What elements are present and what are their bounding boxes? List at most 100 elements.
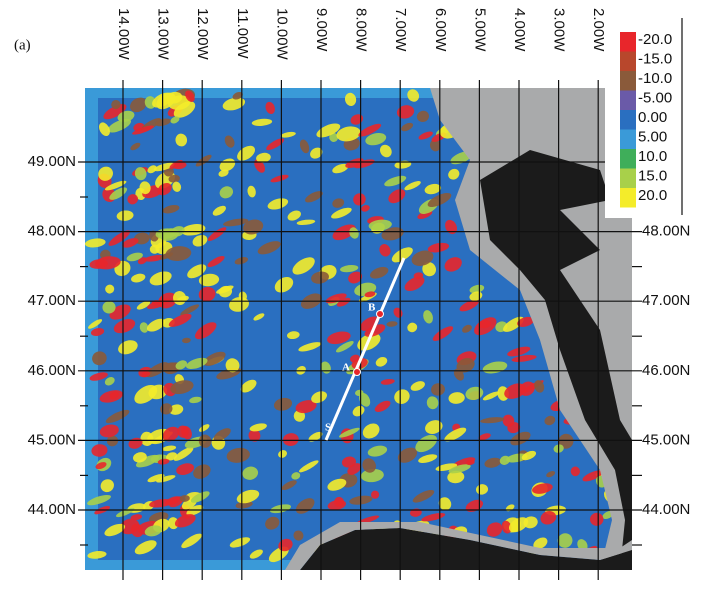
- pattern-blob: [413, 272, 424, 279]
- pattern-blob: [327, 478, 347, 491]
- pattern-blob: [104, 523, 126, 537]
- pattern-blob: [162, 426, 180, 442]
- lon-label: 3.00W: [551, 8, 568, 52]
- legend-swatch: [620, 32, 636, 52]
- legend-label: 10.0: [638, 148, 667, 165]
- pattern-blob: [329, 132, 339, 142]
- point-label: A: [342, 362, 350, 374]
- lon-label: 11.00W: [234, 8, 251, 59]
- pattern-blob: [465, 499, 484, 512]
- pattern-blob: [194, 322, 217, 340]
- pattern-blob: [416, 110, 429, 123]
- pattern-blob: [168, 404, 184, 415]
- lat-label: 45.00N: [28, 431, 76, 448]
- pattern-blob: [235, 501, 253, 509]
- pattern-blob: [187, 264, 207, 279]
- pattern-blob: [361, 205, 370, 212]
- pattern-blob: [287, 210, 301, 221]
- pattern-blob: [310, 147, 323, 159]
- pattern-blob: [570, 466, 580, 477]
- pattern-blob: [213, 428, 231, 441]
- pattern-blob: [265, 101, 275, 114]
- panel-label: (a): [14, 37, 31, 53]
- pattern-blob: [130, 142, 141, 151]
- pattern-blob: [165, 246, 192, 261]
- pattern-blob: [447, 470, 465, 484]
- pattern-blob: [422, 262, 436, 277]
- pattern-blob: [88, 319, 103, 329]
- pattern-blob: [404, 276, 425, 292]
- pattern-blob: [92, 351, 107, 366]
- pattern-blob: [117, 110, 135, 122]
- pattern-blob: [170, 380, 194, 395]
- lat-label: 47.00N: [642, 292, 690, 309]
- pattern-blob: [308, 431, 323, 442]
- pattern-blob: [511, 354, 537, 362]
- pattern-blob: [375, 357, 388, 367]
- pattern-blob: [546, 471, 556, 478]
- pattern-blob: [295, 400, 317, 414]
- pattern-blob: [113, 319, 136, 334]
- pattern-blob: [179, 495, 190, 502]
- pattern-blob: [168, 174, 180, 183]
- pattern-blob: [336, 297, 351, 307]
- pattern-blob: [242, 466, 259, 480]
- pattern-blob: [126, 252, 143, 262]
- lat-label: 48.00N: [642, 223, 690, 240]
- pattern-blob: [423, 310, 433, 324]
- pattern-blob: [240, 379, 257, 393]
- pattern-blob: [181, 533, 202, 549]
- transect: [324, 257, 406, 441]
- pattern-blob: [435, 463, 458, 472]
- pattern-blob: [418, 131, 433, 140]
- lat-label: 44.00N: [28, 501, 76, 518]
- pattern-blob: [207, 227, 227, 242]
- pattern-blob: [462, 324, 472, 333]
- pattern-blob: [147, 473, 165, 483]
- pattern-blob: [544, 415, 556, 426]
- pattern-blob: [298, 342, 322, 352]
- pattern-blob: [100, 479, 114, 493]
- pattern-blob: [173, 447, 194, 461]
- lat-label: 44.00N: [642, 501, 690, 518]
- pattern-blob: [358, 123, 382, 137]
- pattern-blob: [335, 341, 354, 353]
- pattern-blob: [466, 459, 475, 466]
- pattern-blob: [95, 462, 107, 470]
- pattern-blob: [98, 166, 113, 181]
- pattern-blob: [386, 321, 398, 327]
- pattern-blob: [160, 403, 173, 415]
- pattern-blob: [130, 97, 147, 113]
- pattern-blob: [362, 458, 376, 473]
- pattern-blob: [412, 489, 435, 503]
- pattern-blob: [291, 472, 301, 480]
- pattern-blob: [365, 133, 387, 146]
- lon-label: 9.00W: [313, 8, 330, 52]
- pattern-blob: [432, 326, 454, 341]
- pattern-blob: [146, 318, 166, 332]
- pattern-blob: [331, 207, 352, 219]
- pattern-blob: [336, 126, 361, 142]
- pattern-blob: [149, 271, 172, 286]
- pattern-blob: [267, 198, 289, 210]
- pattern-blob: [153, 162, 175, 172]
- pattern-blob: [502, 414, 515, 427]
- pattern-blob: [168, 313, 192, 327]
- legend-label: -20.0: [638, 31, 672, 48]
- pattern-blob: [144, 525, 162, 537]
- pattern-blob: [456, 358, 475, 373]
- lat-label: 45.00N: [642, 431, 690, 448]
- pattern-blob: [203, 351, 226, 366]
- pattern-blob: [368, 219, 392, 231]
- pattern-blob: [156, 475, 176, 483]
- pattern-blob: [327, 331, 351, 345]
- pattern-blob: [104, 180, 127, 191]
- pattern-blob: [380, 379, 395, 385]
- pattern-blob: [160, 362, 179, 373]
- pattern-blob: [238, 291, 247, 301]
- pattern-blob: [243, 219, 264, 235]
- pattern-blob: [168, 517, 179, 530]
- pattern-blob: [256, 152, 271, 163]
- legend-label: 5.00: [638, 128, 667, 145]
- pattern-blob: [484, 457, 502, 468]
